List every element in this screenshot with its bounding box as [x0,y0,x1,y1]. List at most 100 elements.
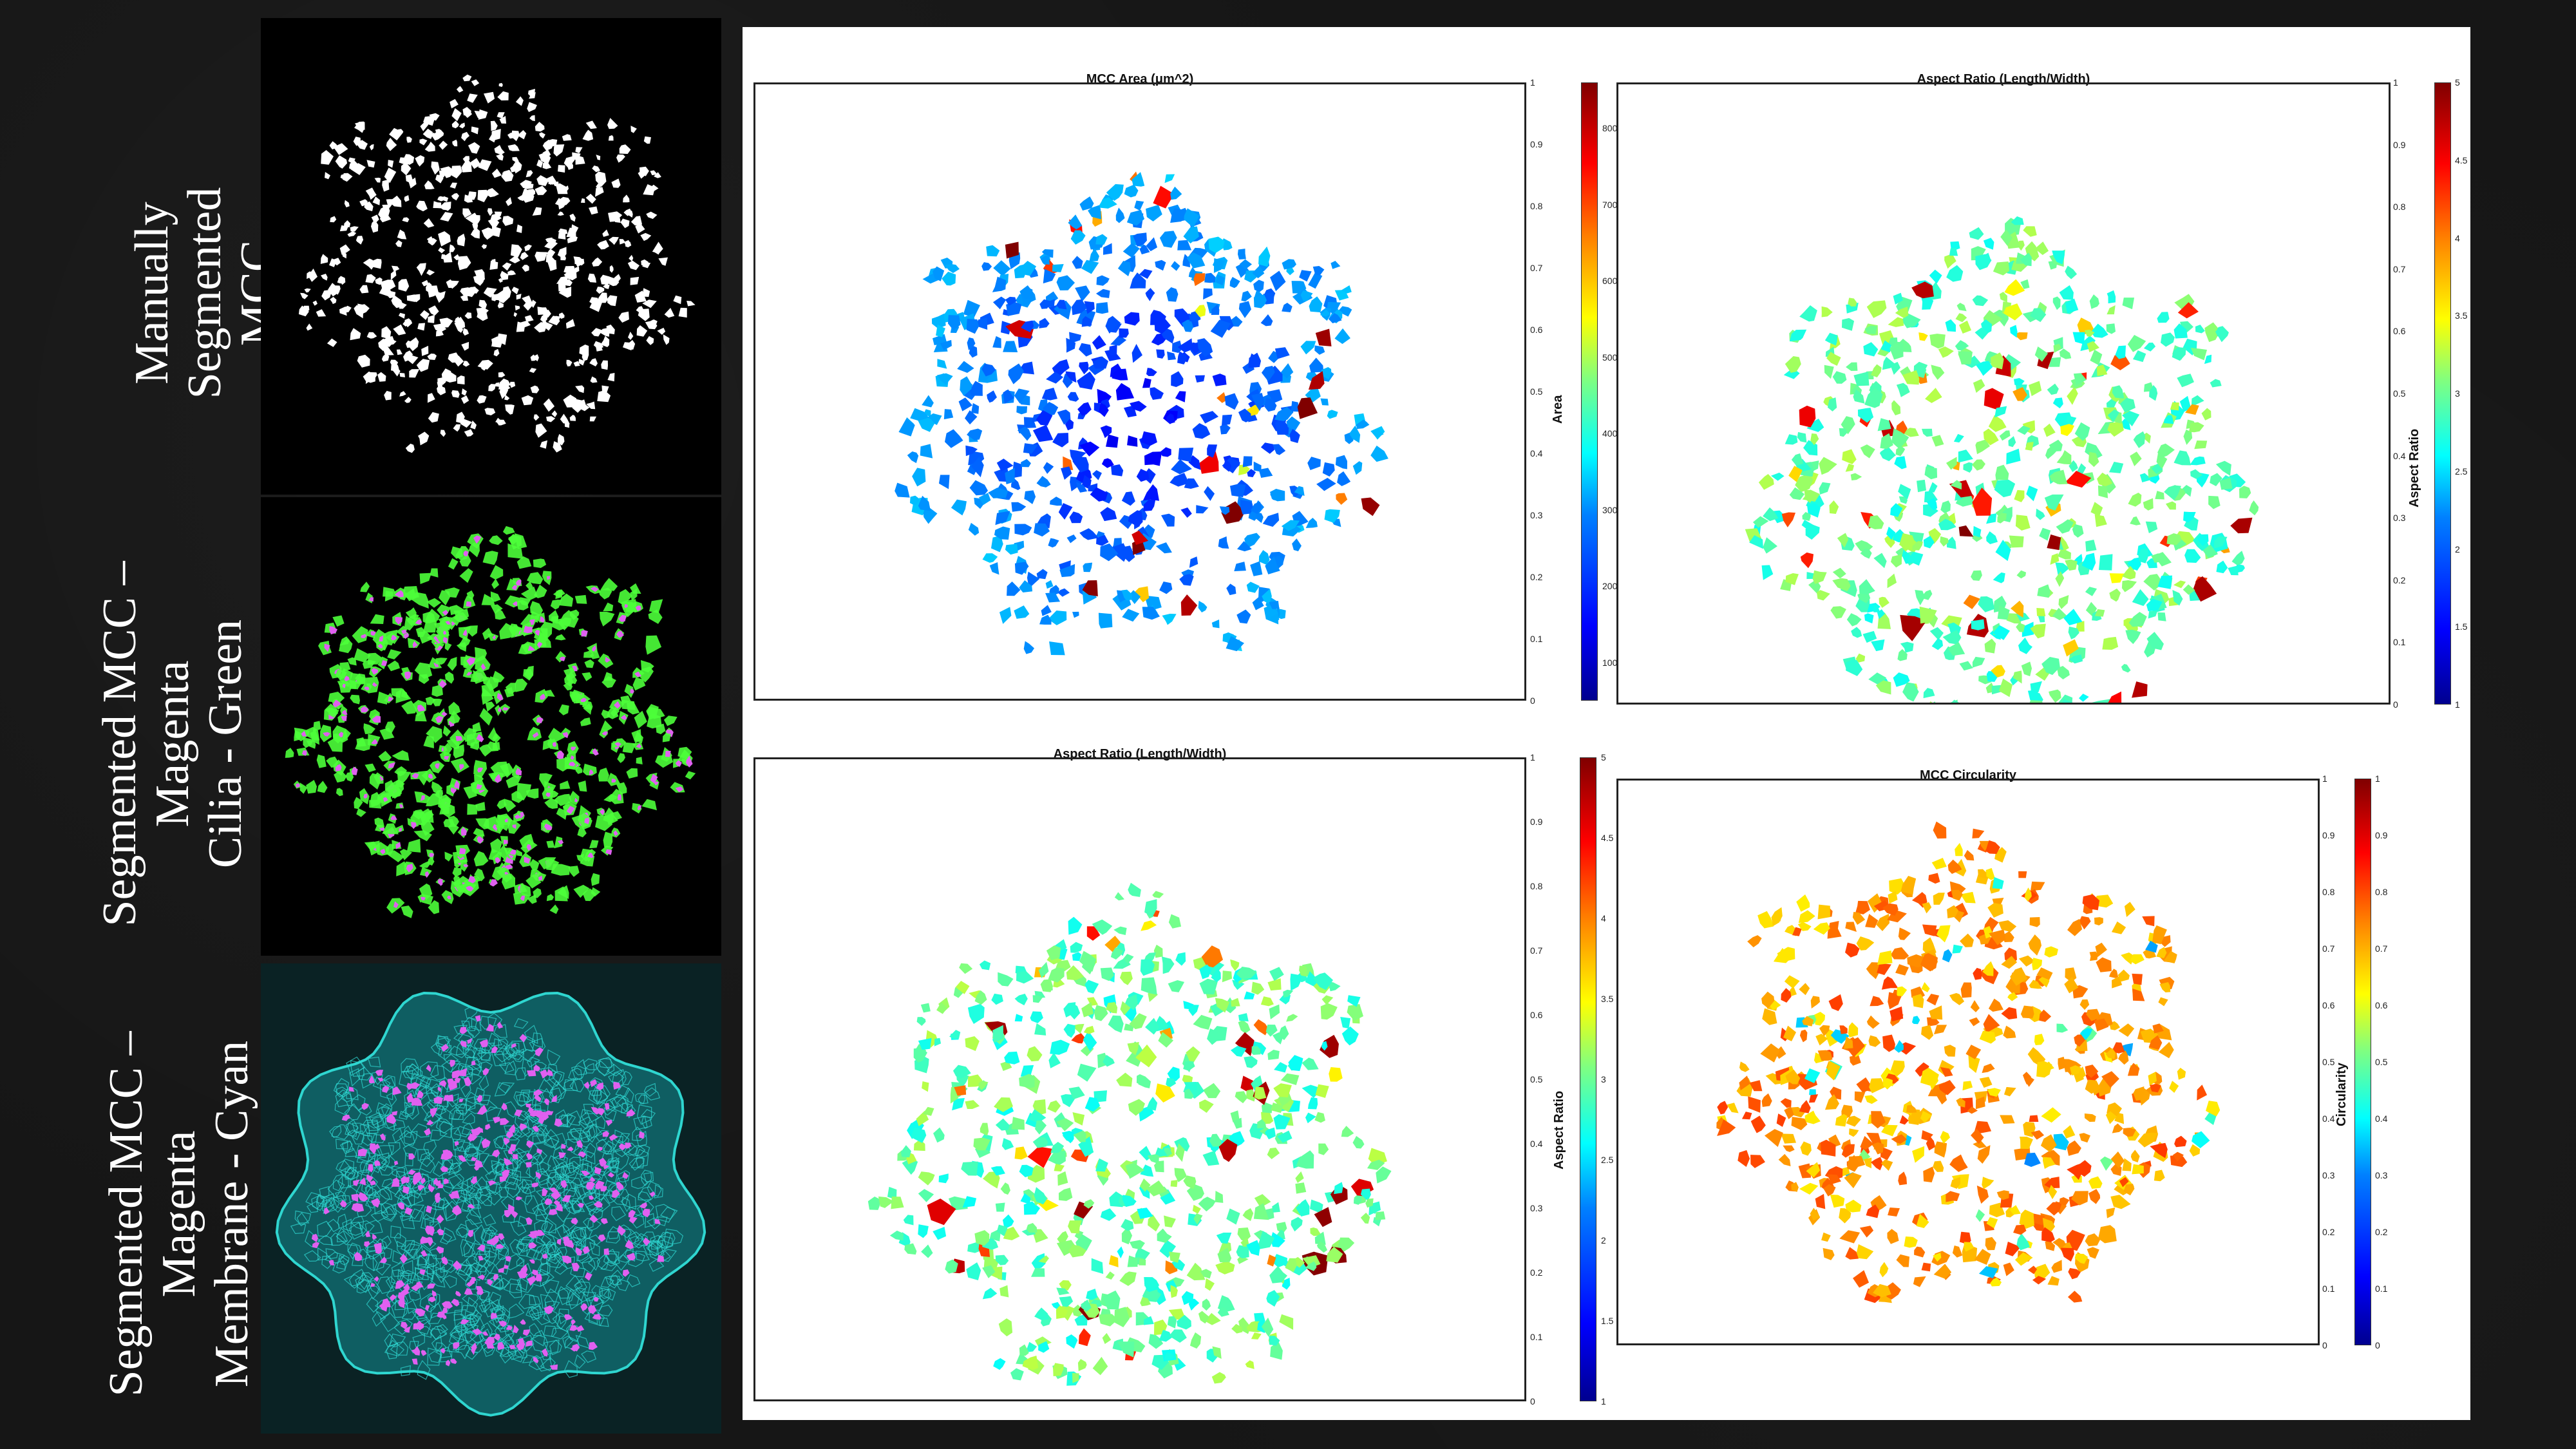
cell-mark [2166,533,2182,545]
cell-mask [435,763,440,770]
cell-mark [2193,576,2217,602]
membrane-cell [513,1091,533,1106]
cell-mark [1072,952,1082,961]
cell-mask [406,294,419,302]
cell-mask [321,290,332,301]
membrane-cell [587,1257,601,1271]
cell-mark [1137,1208,1153,1219]
membrane-cell [450,1127,462,1143]
cell-mark [998,972,1014,987]
cell-mask [498,1233,505,1241]
cell-mark [1982,961,1994,976]
cell-mask [388,195,402,207]
cell-mark [1008,363,1024,384]
cell-mark [1164,1352,1176,1361]
cell-mark [1341,285,1352,294]
cell-mask [595,171,607,187]
cilia-cluster [527,726,542,741]
cell-mark [2010,967,2028,986]
cell-mark [1893,672,1910,687]
cilia-cluster [423,735,434,748]
membrane-cell [509,1283,522,1298]
tick-label: 0.1 [1530,634,1543,644]
cell-mask [335,155,348,169]
cell-mark [1279,995,1291,1005]
cell-mask [509,381,516,388]
cell-mark [1244,533,1260,549]
cell-mask [596,1082,604,1091]
cilia-cluster [641,660,654,673]
cilia-cluster [439,590,450,606]
cell-mark [1235,1091,1247,1104]
cell-mark [1267,1049,1280,1060]
cell-mask [304,288,311,293]
cell-mask [451,193,459,201]
membrane-cell [424,1113,440,1127]
cell-mark [1924,466,1938,480]
membrane-cell [385,1276,396,1290]
cell-mask [395,1280,405,1289]
membrane-cell [435,1036,451,1053]
cell-mark [2021,661,2032,677]
cell-mark [1155,1083,1175,1103]
cell-mark [1933,701,1936,703]
cell-mask [419,138,428,146]
cilia-cluster [332,615,345,627]
membrane-cell [498,1082,515,1094]
cell-mark [1739,1061,1750,1072]
cell-mark [902,1158,918,1175]
cell-mark [1846,659,1863,676]
cell-mark [2082,894,2099,911]
membrane-cell [584,1311,598,1325]
membrane-cell [400,1240,415,1254]
cell-mask [420,310,430,320]
membrane-cell [538,1079,554,1094]
cell-mark [1019,580,1033,592]
cell-mask [368,1075,375,1084]
cell-mark [2049,439,2063,452]
cell-mark [1947,642,1965,656]
cell-mark [1068,1220,1082,1234]
cell-mark [1921,428,1933,437]
cell-mark [999,607,1012,624]
cell-mask [576,1325,585,1332]
cell-mark [925,413,942,425]
cell-mask [423,116,435,126]
cell-mark [1103,243,1112,255]
membrane-cell [554,1204,571,1223]
cell-mark [1864,1095,1878,1104]
cell-mark [1056,1240,1077,1256]
membrane-cell [435,1266,449,1283]
cell-mask [602,1131,610,1137]
cell-mask [399,1300,405,1309]
cell-mask [418,1184,425,1191]
cell-mark [1933,1025,1947,1035]
cell-mark [1830,606,1846,619]
cell-mask [527,102,537,112]
cell-mark [1260,442,1275,454]
cell-mark [943,409,954,420]
cell-mark [1320,1034,1339,1058]
cell-mask [306,323,313,331]
cell-mark [1084,980,1099,994]
cell-mask [537,641,543,649]
cell-mask [301,730,307,737]
cell-mark [1140,1164,1154,1177]
cell-mark [1841,317,1855,331]
cell-mark [1100,967,1114,981]
cell-mask [435,175,444,184]
cell-mark [1104,349,1121,361]
cell-mark [1170,208,1185,223]
membrane-cell [563,1217,579,1234]
cell-mark [2056,519,2074,534]
cell-mark [1757,911,1774,929]
cell-mask [440,1043,449,1052]
cell-mark [1296,1150,1314,1169]
cell-mask [594,1166,602,1175]
cilia-cluster [495,608,506,620]
cell-mark [992,296,1007,310]
membrane-cell [540,1250,551,1266]
cell-mask [503,1264,509,1269]
tick-label: 0.9 [2393,139,2406,150]
cell-mask [350,163,366,175]
